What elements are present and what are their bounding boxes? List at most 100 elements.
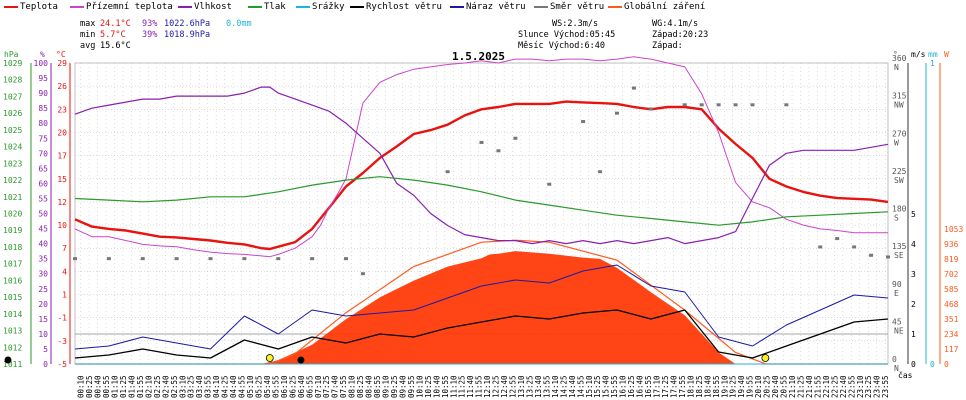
wind-direction-point — [581, 120, 586, 124]
tick-pct: 90 — [38, 89, 48, 98]
legend-swatch — [450, 5, 464, 8]
wind-direction-point — [140, 257, 145, 261]
info-slunce-zapad: Západ:20:23 — [652, 30, 709, 40]
stat-max-press: 1022.6hPa — [164, 19, 211, 29]
tick-x: 17:10 — [653, 375, 662, 398]
tick-x: 14:25 — [559, 375, 568, 398]
wind-direction-point — [631, 86, 636, 90]
tick-hpa: 1017 — [3, 260, 22, 269]
tick-degc: 12 — [57, 198, 67, 207]
tick-x: 00:25 — [85, 375, 94, 398]
wind-direction-point — [852, 245, 857, 249]
axis-label-wm2: W — [944, 50, 949, 59]
tick-x: 11:55 — [475, 375, 484, 398]
moon-icon — [4, 356, 12, 364]
tick-mm: 0 — [930, 360, 935, 369]
tick-pct: 5 — [43, 345, 48, 354]
tick-x: 05:25 — [254, 375, 263, 398]
tick-x: 04:25 — [221, 375, 230, 398]
chart-title: 1.5.2025 — [452, 50, 505, 63]
sunrise-icon — [265, 354, 274, 362]
tick-pct: 50 — [38, 210, 48, 219]
tick-ms: 1 — [911, 330, 916, 339]
tick-x: 02:25 — [153, 375, 162, 398]
tick-wm2: 819 — [944, 255, 959, 264]
stat-max-rain: 0.0mm — [226, 19, 252, 29]
tick-x: 04:40 — [229, 375, 238, 398]
tick-x: 04:55 — [238, 375, 247, 398]
axis-label-mm: mm — [928, 50, 938, 59]
tick-x: 02:55 — [170, 375, 179, 398]
stat-min-label: min — [80, 30, 96, 40]
wind-direction-point — [869, 253, 874, 257]
legend-swatch — [178, 5, 192, 8]
legend-srazky[interactable]: Srážky — [296, 2, 345, 12]
tick-hpa: 1019 — [3, 226, 22, 235]
tick-x: 19:10 — [720, 375, 729, 398]
tick-dir-compass: N — [894, 63, 899, 72]
tick-x: 20:55 — [780, 375, 789, 398]
wind-direction-point — [750, 103, 755, 107]
legend-naraz[interactable]: Náraz větru — [450, 2, 526, 12]
wind-direction-point — [818, 245, 823, 249]
tick-x: 15:55 — [610, 375, 619, 398]
tick-x: 09:10 — [382, 375, 391, 398]
wind-direction-point — [208, 257, 213, 261]
series-radiation-area — [75, 251, 888, 364]
legend-vlhkost[interactable]: Vlhkost — [178, 2, 232, 12]
tick-x: 19:40 — [737, 375, 746, 398]
wind-direction-point — [648, 107, 653, 111]
wind-direction-point — [733, 103, 738, 107]
tick-x: 21:10 — [788, 375, 797, 398]
wind-direction-point — [276, 257, 281, 261]
legend-rychlost[interactable]: Rychlost větru — [350, 2, 442, 12]
tick-x: 15:10 — [585, 375, 594, 398]
tick-x: 17:25 — [661, 375, 670, 398]
tick-pct: 35 — [38, 255, 48, 264]
legend-zareni[interactable]: Globální záření — [608, 2, 705, 12]
legend-pocitova[interactable]: Přízemní teplota — [70, 2, 173, 12]
tick-x: 02:10 — [144, 375, 153, 398]
legend-tlak[interactable]: Tlak — [248, 2, 286, 12]
legend-swatch — [296, 5, 310, 8]
tick-pct: 65 — [38, 164, 48, 173]
tick-x: 16:25 — [627, 375, 636, 398]
tick-ms: 3 — [911, 270, 916, 279]
tick-degc: 7 — [62, 244, 67, 253]
tick-hpa: 1028 — [3, 76, 22, 85]
axis-label-x: čas — [898, 370, 913, 380]
series-n-raz-v-tru — [74, 264, 889, 350]
tick-dir: 135 — [892, 242, 907, 251]
tick-x: 18:40 — [703, 375, 712, 398]
tick-dir-compass: NE — [894, 326, 904, 335]
tick-pct: 95 — [38, 74, 48, 83]
tick-degc: 29 — [57, 59, 67, 68]
legend-teplota[interactable]: Teplota — [4, 2, 58, 12]
wind-direction-point — [479, 140, 484, 144]
tick-degc: -5 — [57, 360, 67, 369]
tick-x: 01:40 — [127, 375, 136, 398]
stat-min-press: 1018.9hPa — [164, 30, 211, 40]
tick-hpa: 1014 — [3, 310, 22, 319]
tick-x: 06:10 — [280, 375, 289, 398]
tick-x: 15:40 — [602, 375, 611, 398]
tick-dir: 90 — [892, 280, 902, 289]
stat-max-label: max — [80, 19, 96, 29]
tick-x: 16:55 — [644, 375, 653, 398]
tick-hpa: 1013 — [3, 327, 22, 336]
tick-dir: 225 — [892, 167, 907, 176]
tick-dir: 180 — [892, 205, 907, 214]
tick-x: 02:40 — [161, 375, 170, 398]
tick-x: 13:25 — [525, 375, 534, 398]
tick-ms: 5 — [911, 210, 916, 219]
tick-x: 06:55 — [305, 375, 314, 398]
tick-hpa: 1018 — [3, 243, 22, 252]
legend-smer[interactable]: Směr větru — [534, 2, 604, 12]
axis-label-pct: % — [40, 50, 45, 59]
tick-x: 05:10 — [246, 375, 255, 398]
series-p-zemn-teplota — [74, 56, 888, 258]
tick-degc: -3 — [57, 337, 67, 346]
tick-pct: 10 — [38, 330, 48, 339]
tick-degc: 15 — [57, 175, 67, 184]
tick-x: 22:25 — [830, 375, 839, 398]
